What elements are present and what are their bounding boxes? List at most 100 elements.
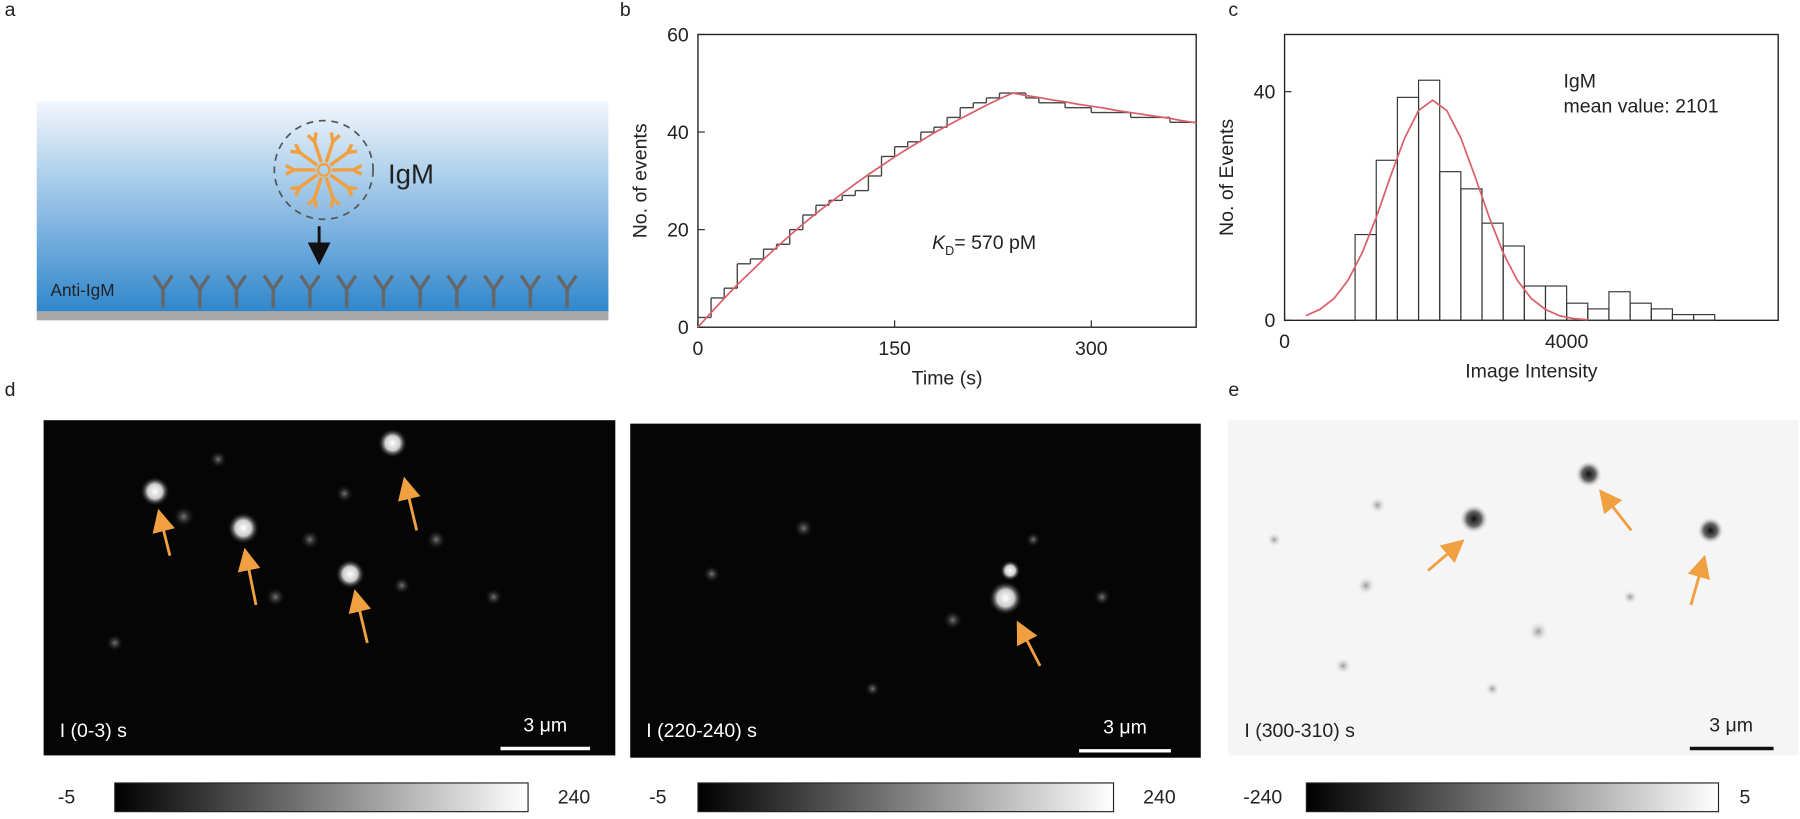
spot <box>227 512 260 545</box>
scale-bar-label: 3 μm <box>1103 717 1147 739</box>
panel-letter: e <box>1228 379 1239 401</box>
bar <box>1417 79 1441 321</box>
bar <box>1523 285 1547 321</box>
y-tick-label: 40 <box>1254 82 1276 104</box>
arrow <box>1687 554 1710 606</box>
spot <box>172 505 196 529</box>
fit-line <box>697 92 1197 328</box>
schematic: IgM Anti-IgM <box>36 101 609 321</box>
spot <box>1368 495 1387 515</box>
spot <box>999 560 1021 581</box>
antibody <box>409 274 431 308</box>
spot <box>1575 460 1603 488</box>
spot <box>1459 504 1489 534</box>
antibody <box>446 274 468 308</box>
panel-letter: b <box>620 0 631 21</box>
spot <box>1526 619 1550 643</box>
arrow <box>398 476 421 531</box>
igm-arm <box>290 143 319 167</box>
spot <box>942 609 964 631</box>
image-label: I (0-3) s <box>60 720 127 742</box>
bar <box>1692 314 1716 321</box>
scale-bar-label: 3 μm <box>1709 714 1753 736</box>
spot <box>793 517 814 539</box>
spot <box>208 450 228 469</box>
image-panel: I (220-240) s 3 μm <box>630 423 1201 758</box>
panel-letter: d <box>5 379 16 401</box>
plot-frame <box>697 33 1197 328</box>
antibody <box>483 274 505 308</box>
antibody <box>336 274 358 308</box>
spot <box>392 576 411 595</box>
spot <box>335 559 366 589</box>
image-panel: I (0-3) s 3 μm <box>43 420 616 756</box>
antibody <box>152 274 174 308</box>
bar <box>1671 314 1695 321</box>
colorbar-max: 240 <box>558 787 591 809</box>
y-tick-label: 40 <box>667 122 689 144</box>
x-tick-label: 300 <box>1075 338 1108 360</box>
igm-arm <box>306 132 323 163</box>
colorbar-min: -5 <box>649 787 666 809</box>
spot <box>988 580 1023 616</box>
spot <box>1025 531 1042 548</box>
fit-line <box>1305 99 1588 321</box>
ligand-label: IgM <box>388 159 434 190</box>
bar <box>1608 291 1631 321</box>
spot <box>702 564 721 584</box>
spot <box>335 484 354 503</box>
bar <box>1375 159 1398 321</box>
arrow <box>152 508 175 557</box>
panel-letter: c <box>1228 0 1238 21</box>
igm-arm <box>329 173 358 197</box>
spot <box>1266 531 1283 548</box>
x-axis-label: Image Intensity <box>1465 361 1597 383</box>
bar <box>1354 234 1377 321</box>
spot <box>1092 587 1112 607</box>
y-axis-label: No. of events <box>629 123 651 238</box>
colorbar <box>1305 782 1720 813</box>
antibody <box>299 274 321 308</box>
spot <box>1484 680 1501 697</box>
x-tick-label: 4000 <box>1545 331 1589 353</box>
x-axis-label: Time (s) <box>912 368 983 390</box>
y-axis-label: No. of Events <box>1216 119 1238 236</box>
spot <box>1622 588 1639 606</box>
annotation: KD= 570 pM <box>932 232 1036 258</box>
arrow <box>1016 620 1042 667</box>
bar <box>1544 285 1568 321</box>
igm-arm <box>331 164 363 176</box>
antibody <box>225 274 248 308</box>
igm-arm <box>324 177 341 208</box>
plot-frame <box>1283 33 1779 322</box>
surface-label: Anti-IgM <box>51 280 115 300</box>
annotation: mean value: 2101 <box>1564 96 1719 118</box>
spot <box>864 680 881 697</box>
colorbar <box>697 782 1115 813</box>
bar <box>1629 302 1652 321</box>
bar <box>1650 308 1673 321</box>
spot <box>140 476 170 507</box>
bar <box>1439 171 1462 321</box>
arrow <box>1427 539 1465 572</box>
spot <box>425 529 447 550</box>
arrow <box>237 547 261 606</box>
spot <box>105 633 124 653</box>
spot <box>265 586 286 608</box>
colorbar-min: -240 <box>1243 787 1282 809</box>
image-label: I (300-310) s <box>1244 720 1355 742</box>
igm-arm <box>306 177 323 208</box>
colorbar-min: -5 <box>58 787 75 809</box>
arrow <box>348 589 372 644</box>
igm-arm <box>329 143 358 167</box>
y-tick-label: 0 <box>678 317 689 339</box>
colorbar-max: 5 <box>1739 787 1750 809</box>
spot <box>484 587 503 607</box>
bar <box>1460 188 1483 321</box>
bar <box>1587 308 1610 321</box>
igm-arm <box>324 132 341 163</box>
image-panel: I (300-310) s 3 μm <box>1228 420 1799 756</box>
antibody <box>262 274 284 308</box>
x-tick-label: 0 <box>693 338 704 360</box>
